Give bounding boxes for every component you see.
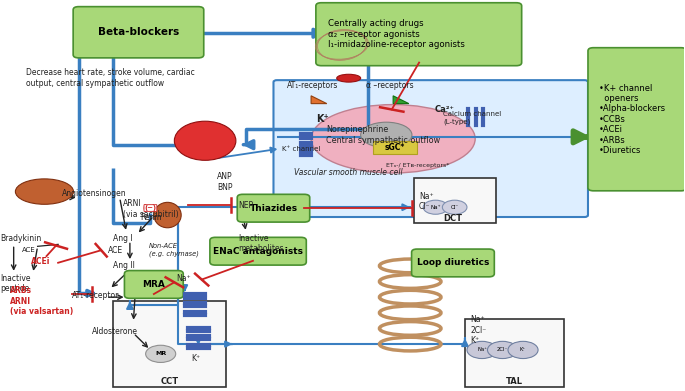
Text: Inactive
metabolites: Inactive metabolites	[238, 233, 284, 253]
FancyBboxPatch shape	[113, 301, 225, 387]
Text: AT₁-receptors: AT₁-receptors	[287, 81, 338, 90]
Text: Beta-blockers: Beta-blockers	[98, 27, 179, 37]
FancyBboxPatch shape	[373, 141, 417, 154]
FancyBboxPatch shape	[465, 319, 564, 387]
Text: ARBs
ARNI
(via valsartan): ARBs ARNI (via valsartan)	[10, 286, 73, 316]
Text: ACEi: ACEi	[31, 257, 50, 267]
Text: Calcium channel
(L-type): Calcium channel (L-type)	[443, 111, 501, 125]
Text: Angiotensinogen: Angiotensinogen	[62, 189, 126, 198]
Text: TAL: TAL	[506, 377, 523, 386]
Text: Na⁺
2Cl⁻
K⁺: Na⁺ 2Cl⁻ K⁺	[471, 316, 487, 345]
Text: Ang I: Ang I	[113, 234, 132, 243]
Text: CCT: CCT	[160, 377, 179, 386]
Text: Decrease heart rate, stroke volume, cardiac
output, central sympathetic outflow: Decrease heart rate, stroke volume, card…	[26, 68, 195, 88]
Text: ETₐ-/ ETʙ-receptors*: ETₐ-/ ETʙ-receptors*	[386, 163, 449, 167]
Text: K⁺: K⁺	[316, 114, 329, 124]
Text: Non-ACE
(e.g. chymase): Non-ACE (e.g. chymase)	[149, 244, 199, 257]
Text: Na⁺: Na⁺	[177, 274, 191, 283]
Text: DCT: DCT	[443, 214, 462, 224]
FancyBboxPatch shape	[412, 249, 495, 277]
Ellipse shape	[311, 105, 475, 173]
Ellipse shape	[320, 26, 377, 63]
Text: Ca²⁺: Ca²⁺	[434, 105, 454, 114]
Text: AT₁-receptor: AT₁-receptor	[72, 291, 119, 300]
Text: K⁺ channel: K⁺ channel	[282, 146, 321, 152]
Text: Brain: Brain	[342, 43, 356, 47]
Text: MRA: MRA	[142, 280, 165, 289]
Circle shape	[423, 200, 448, 214]
Text: K⁺: K⁺	[520, 348, 526, 352]
Text: Thiazides: Thiazides	[249, 204, 297, 213]
Text: Centrally acting drugs
α₂ –receptor agonists
I₁-imidazoline-receptor agonists: Centrally acting drugs α₂ –receptor agon…	[328, 19, 465, 49]
Text: ACE: ACE	[22, 247, 36, 253]
Circle shape	[508, 341, 538, 359]
Text: ENaC antagonists: ENaC antagonists	[213, 247, 303, 256]
Text: (−): (−)	[142, 203, 155, 213]
Text: Renin: Renin	[140, 212, 162, 222]
FancyBboxPatch shape	[237, 194, 310, 222]
Text: NEP: NEP	[238, 201, 253, 210]
Ellipse shape	[175, 121, 236, 160]
Circle shape	[467, 341, 497, 359]
Text: α –receptors: α –receptors	[366, 81, 414, 90]
Text: Inactive
peptide: Inactive peptide	[0, 274, 31, 293]
Text: Ang II: Ang II	[113, 261, 135, 271]
Text: 2Cl⁻: 2Cl⁻	[497, 348, 508, 352]
FancyBboxPatch shape	[273, 80, 588, 217]
FancyBboxPatch shape	[588, 48, 685, 191]
Circle shape	[488, 341, 518, 359]
Text: •K+ channel
  openers
•Alpha-blockers
•CCBs
•ACEi
•ARBs
•Diuretics: •K+ channel openers •Alpha-blockers •CCB…	[599, 84, 666, 155]
Polygon shape	[393, 96, 409, 104]
Text: (−): (−)	[145, 205, 156, 211]
Circle shape	[443, 200, 467, 214]
Text: ACE: ACE	[108, 246, 123, 255]
Text: Na⁺: Na⁺	[477, 348, 487, 352]
FancyBboxPatch shape	[414, 178, 496, 223]
Text: Cl⁻: Cl⁻	[451, 205, 459, 210]
Text: Bradykinin: Bradykinin	[0, 234, 41, 243]
Circle shape	[146, 345, 176, 362]
Ellipse shape	[154, 202, 181, 228]
Ellipse shape	[15, 179, 73, 204]
Text: Aldosterone: Aldosterone	[92, 326, 138, 336]
Text: MR: MR	[155, 352, 166, 356]
FancyBboxPatch shape	[125, 271, 183, 298]
Ellipse shape	[337, 74, 361, 82]
Text: Norepinephrine
Central sympathetic outflow: Norepinephrine Central sympathetic outfl…	[326, 125, 440, 145]
Text: Vascular smooth muscle cell: Vascular smooth muscle cell	[295, 168, 403, 178]
Ellipse shape	[361, 122, 412, 147]
Polygon shape	[311, 96, 327, 104]
FancyBboxPatch shape	[316, 3, 522, 66]
FancyBboxPatch shape	[210, 237, 306, 265]
Text: K⁺: K⁺	[191, 354, 201, 364]
Text: Na⁺
Cl⁻: Na⁺ Cl⁻	[419, 192, 434, 211]
FancyBboxPatch shape	[73, 7, 203, 58]
Text: ARNI
(via sacubitril): ARNI (via sacubitril)	[123, 199, 178, 219]
Text: Na⁺: Na⁺	[430, 205, 440, 210]
Text: ANP
BNP: ANP BNP	[217, 172, 233, 192]
Text: sGC*: sGC*	[385, 143, 405, 152]
Text: Loop diuretics: Loop diuretics	[416, 258, 489, 267]
